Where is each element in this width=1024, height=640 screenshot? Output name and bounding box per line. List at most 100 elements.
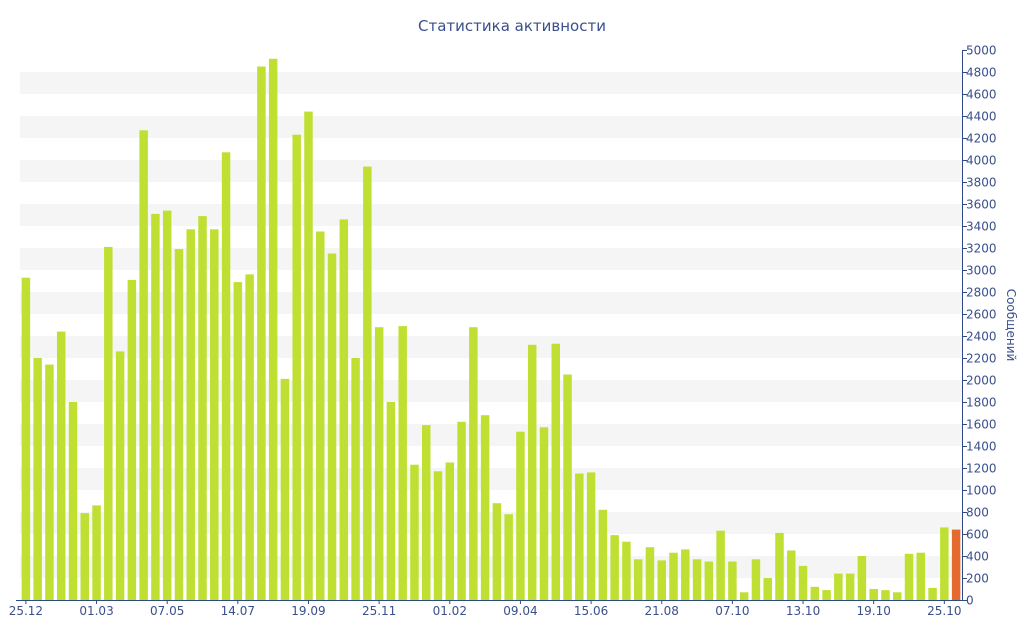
bar[interactable] [492, 503, 502, 600]
x-tick-label: 01.03 [79, 604, 113, 618]
bar[interactable] [351, 358, 360, 600]
y-tick-label: 1200 [966, 462, 997, 476]
bar[interactable] [174, 249, 184, 600]
bar[interactable] [80, 513, 89, 600]
bar[interactable] [622, 541, 631, 600]
y-tick-label: 2200 [966, 352, 997, 366]
bar[interactable] [586, 472, 596, 600]
bar[interactable] [186, 229, 195, 601]
bar[interactable] [845, 573, 855, 600]
bar[interactable] [704, 561, 714, 601]
bar[interactable] [657, 560, 666, 600]
x-tick-label: 25.10 [927, 604, 961, 618]
grid-band [20, 424, 962, 446]
bar[interactable] [327, 253, 337, 601]
bar[interactable] [504, 514, 513, 600]
bar[interactable] [810, 586, 820, 600]
bar[interactable] [115, 351, 125, 600]
bar[interactable] [645, 547, 655, 600]
bar[interactable] [539, 427, 549, 600]
bar[interactable] [151, 213, 160, 600]
bar[interactable] [21, 277, 31, 600]
bar[interactable] [681, 549, 690, 600]
bar[interactable] [480, 415, 490, 600]
bar[interactable] [457, 421, 466, 600]
x-tick-label: 14.07 [221, 604, 255, 618]
y-tick-label: 2000 [966, 374, 997, 388]
bar[interactable] [551, 343, 560, 600]
bar[interactable] [598, 509, 608, 600]
bar[interactable] [834, 573, 843, 600]
bar[interactable] [139, 130, 148, 601]
bar[interactable] [822, 590, 831, 600]
bar[interactable] [127, 279, 137, 600]
bar[interactable] [33, 358, 42, 600]
bar[interactable] [233, 282, 243, 600]
grid-band [20, 512, 962, 534]
bar[interactable] [763, 578, 772, 600]
bar[interactable] [692, 559, 702, 600]
bar[interactable] [751, 559, 761, 600]
bar[interactable] [716, 530, 725, 600]
bar[interactable] [162, 210, 172, 600]
bar[interactable] [881, 590, 890, 600]
bar[interactable] [575, 473, 584, 601]
x-tick-label: 07.05 [150, 604, 184, 618]
bar[interactable] [280, 378, 290, 600]
grid-bands [20, 72, 962, 578]
y-tick-label: 2600 [966, 308, 997, 322]
bar[interactable] [386, 402, 396, 600]
bar[interactable] [374, 327, 384, 600]
bars [21, 58, 961, 601]
bar[interactable] [398, 326, 407, 600]
y-tick-label: 4200 [966, 132, 997, 146]
bar[interactable] [68, 402, 78, 600]
bar[interactable] [268, 58, 278, 601]
bar[interactable] [787, 550, 796, 601]
bar[interactable] [92, 505, 101, 600]
bar[interactable] [869, 589, 878, 600]
y-tick-label: 4800 [966, 66, 997, 80]
bar[interactable] [445, 462, 455, 601]
bar[interactable] [469, 327, 478, 600]
bar[interactable] [339, 219, 349, 600]
bar[interactable] [527, 344, 537, 600]
bar[interactable] [857, 556, 867, 600]
bar[interactable] [669, 552, 678, 600]
bar[interactable] [210, 229, 219, 601]
bar[interactable] [292, 134, 301, 600]
bar[interactable] [221, 152, 231, 601]
bar[interactable] [45, 364, 54, 600]
bar[interactable] [363, 166, 372, 600]
bar[interactable] [633, 559, 643, 600]
bar[interactable] [422, 425, 431, 600]
bar[interactable] [563, 374, 572, 601]
grid-band [20, 116, 962, 138]
bar[interactable] [916, 552, 926, 600]
grid-band [20, 336, 962, 358]
bar[interactable] [610, 535, 619, 600]
bar[interactable] [304, 111, 313, 600]
bar[interactable] [739, 592, 749, 600]
bar[interactable] [433, 471, 443, 600]
bar[interactable] [728, 561, 737, 601]
bar[interactable] [198, 216, 207, 600]
bar[interactable] [893, 592, 902, 600]
bar[interactable] [245, 274, 254, 600]
bar[interactable] [257, 66, 266, 601]
bar[interactable] [316, 231, 325, 601]
bar[interactable] [56, 331, 66, 600]
bar[interactable] [516, 431, 525, 600]
y-tick-label: 2800 [966, 286, 997, 300]
bar[interactable] [775, 532, 784, 600]
bar[interactable] [104, 246, 113, 600]
y-tick-label: 1600 [966, 418, 997, 432]
bar[interactable] [904, 553, 914, 600]
bar[interactable] [798, 565, 808, 600]
axes [16, 50, 964, 601]
bar[interactable] [928, 587, 937, 600]
bar[interactable] [951, 529, 961, 600]
bar[interactable] [940, 527, 949, 600]
bar[interactable] [410, 464, 419, 600]
